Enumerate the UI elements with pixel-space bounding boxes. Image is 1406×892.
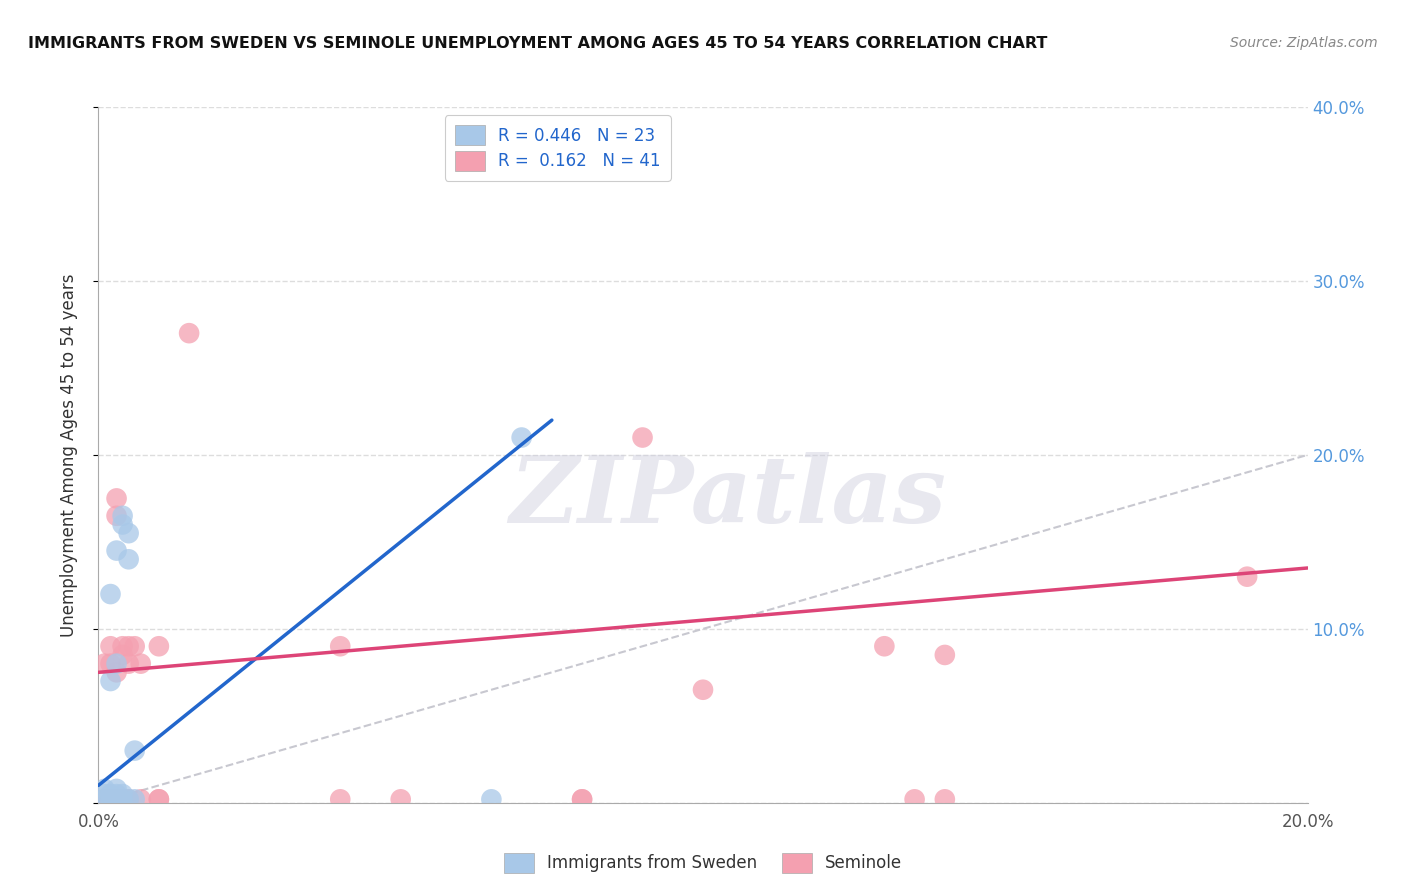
Point [93,792,115,806]
Point [105,543,128,558]
Point [100,639,122,653]
Point [100,787,122,801]
Point [100,792,122,806]
Point [873,639,896,653]
Point [934,648,956,662]
Point [93,792,115,806]
Point [148,792,170,806]
Point [179,326,201,340]
Point [111,792,134,806]
Point [904,792,927,806]
Point [389,792,412,806]
Point [100,587,122,601]
Point [124,639,146,653]
Point [105,792,128,806]
Point [100,792,122,806]
Point [118,657,141,671]
Point [329,792,352,806]
Point [329,639,352,653]
Point [510,430,533,444]
Legend: Immigrants from Sweden, Seminole: Immigrants from Sweden, Seminole [496,847,910,880]
Point [93,787,115,801]
Point [124,744,146,758]
Point [111,639,134,653]
Point [934,792,956,806]
Point [111,517,134,532]
Point [571,792,593,806]
Point [105,792,128,806]
Point [105,781,128,796]
Point [124,792,146,806]
Point [111,787,134,801]
Point [129,792,152,806]
Text: Source: ZipAtlas.com: Source: ZipAtlas.com [1230,36,1378,50]
Point [100,792,122,806]
Text: IMMIGRANTS FROM SWEDEN VS SEMINOLE UNEMPLOYMENT AMONG AGES 45 TO 54 YEARS CORREL: IMMIGRANTS FROM SWEDEN VS SEMINOLE UNEMP… [28,36,1047,51]
Point [148,639,170,653]
Point [105,508,128,523]
Point [105,792,128,806]
Point [105,657,128,671]
Point [481,792,503,806]
Point [93,781,115,796]
Point [111,792,134,806]
Point [100,657,122,671]
Point [118,526,141,541]
Text: ZIPatlas: ZIPatlas [509,451,946,541]
Point [129,657,152,671]
Point [118,639,141,653]
Point [111,792,134,806]
Point [93,792,115,806]
Point [93,792,115,806]
Point [93,657,115,671]
Point [105,491,128,506]
Point [118,792,141,806]
Point [111,648,134,662]
Point [1236,570,1258,584]
Point [100,792,122,806]
Point [118,792,141,806]
Y-axis label: Unemployment Among Ages 45 to 54 years: Unemployment Among Ages 45 to 54 years [59,273,77,637]
Point [100,674,122,689]
Point [148,792,170,806]
Point [111,508,134,523]
Point [105,792,128,806]
Legend: R = 0.446   N = 23, R =  0.162   N = 41: R = 0.446 N = 23, R = 0.162 N = 41 [444,115,671,180]
Point [631,430,654,444]
Point [105,787,128,801]
Point [105,665,128,680]
Point [571,792,593,806]
Point [118,552,141,566]
Point [692,682,714,697]
